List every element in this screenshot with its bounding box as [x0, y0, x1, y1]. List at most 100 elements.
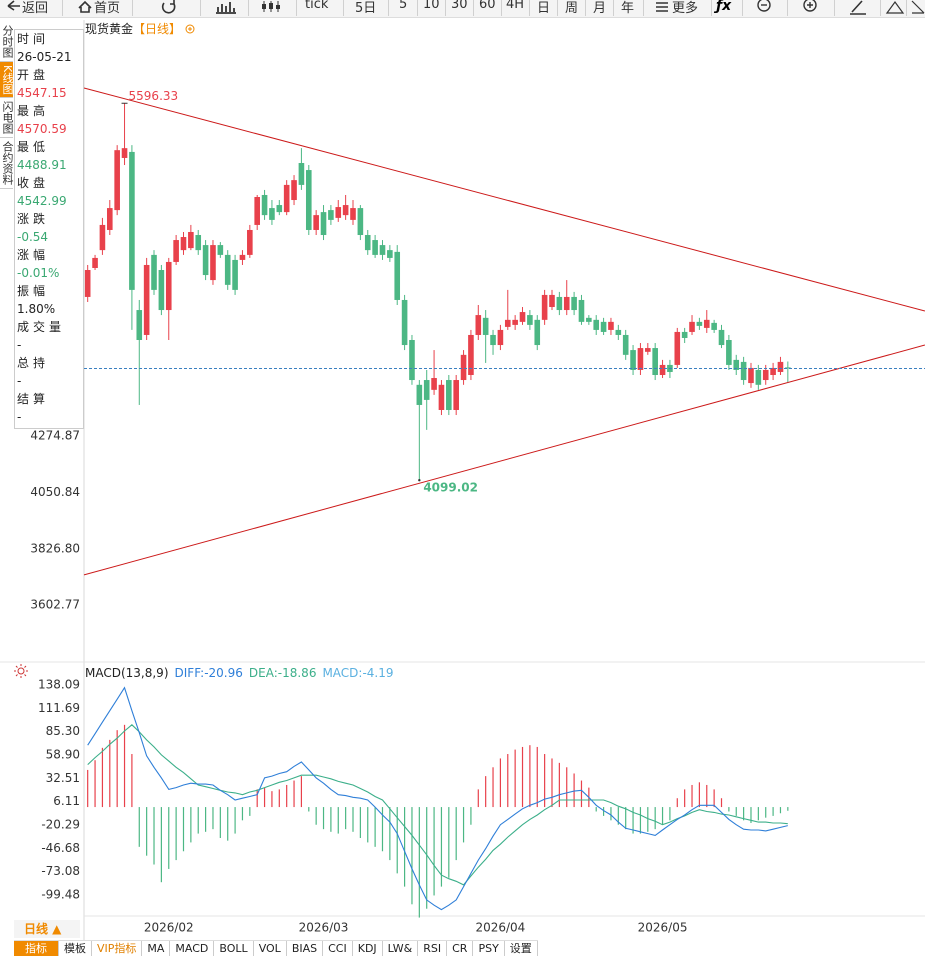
- toolbar-button[interactable]: tick: [305, 0, 329, 12]
- info-value: -0.54: [17, 230, 49, 244]
- annotation: 4099.02: [423, 481, 478, 495]
- zoom-in-icon[interactable]: [803, 0, 817, 12]
- indicator-tab[interactable]: BOLL: [214, 941, 254, 956]
- toolbar-icons: ƒx: [7, 0, 925, 15]
- candle-body: [571, 296, 577, 311]
- toolbar-button[interactable]: 5: [399, 0, 408, 12]
- candle-body: [328, 210, 334, 220]
- candle-body: [740, 361, 747, 381]
- menu-icon[interactable]: [656, 2, 668, 12]
- indicator-tab[interactable]: VIP指标: [92, 941, 143, 956]
- candle-body: [202, 245, 209, 276]
- refresh-icon[interactable]: [161, 0, 176, 14]
- side-tab[interactable]: 合约资料: [0, 138, 14, 190]
- indicator-tab[interactable]: 指标: [14, 941, 59, 956]
- candle-body: [261, 194, 268, 216]
- candle-body: [600, 321, 607, 332]
- candle-body: [224, 254, 231, 285]
- toolbar-button[interactable]: 月: [593, 1, 607, 16]
- candle-body: [298, 163, 305, 185]
- indicator-tab[interactable]: MACD: [170, 941, 215, 956]
- side-tab[interactable]: K线图: [0, 62, 14, 99]
- info-value: 4488.91: [17, 158, 67, 172]
- bar-icon[interactable]: [216, 2, 236, 14]
- indicator-tab[interactable]: 设置: [505, 941, 538, 956]
- candle-body: [460, 354, 467, 381]
- candle-body: [313, 215, 319, 230]
- candle-body: [770, 367, 776, 375]
- info-box: 时间 26-05-21 开盘 4547.15 最高 4570.59 最低 4488.91 收盘 4…: [14, 29, 84, 429]
- trendline: [83, 87, 925, 312]
- candle-body: [379, 245, 386, 255]
- candle-body: [387, 250, 393, 258]
- back-icon[interactable]: [7, 0, 20, 11]
- candle-body: [92, 257, 98, 268]
- info-label: 开盘: [17, 68, 50, 82]
- toolbar-button[interactable]: 5日: [355, 1, 377, 16]
- y-tick-label: 111.69: [38, 701, 80, 715]
- draw-icon[interactable]: [850, 0, 866, 15]
- indicator-tab[interactable]: PSY: [473, 941, 505, 956]
- toolbar-button[interactable]: 4H: [506, 0, 525, 12]
- info-label: 涨跌: [17, 212, 50, 226]
- toolbar-button[interactable]: 更多: [672, 1, 699, 16]
- indicator-tab[interactable]: KDJ: [353, 941, 383, 956]
- trendline: [83, 344, 925, 576]
- candle-body: [541, 294, 548, 320]
- toolbar-button[interactable]: 30: [451, 0, 468, 12]
- toolbar-button[interactable]: 10: [423, 0, 440, 12]
- fx-icon[interactable]: ƒx: [713, 0, 732, 14]
- side-tab[interactable]: 闪电图: [0, 98, 14, 139]
- candle-icon-body: [262, 4, 266, 9]
- candle-body: [372, 240, 378, 255]
- indicator-tab[interactable]: BIAS: [287, 941, 324, 956]
- chart-subtitle[interactable]: 【日线】: [133, 22, 182, 36]
- info-label: 最高: [17, 104, 50, 118]
- candle-body: [748, 367, 754, 384]
- add-icon[interactable]: [185, 24, 195, 34]
- indicator-tab[interactable]: VOL: [254, 941, 287, 956]
- home-icon[interactable]: [78, 0, 92, 13]
- shape-icon[interactable]: [885, 0, 905, 14]
- toolbar-button[interactable]: 年: [621, 1, 635, 16]
- candle-body: [586, 317, 592, 322]
- period-button[interactable]: 日线 ▲: [14, 920, 80, 938]
- candle-body: [269, 208, 275, 220]
- candle-body: [239, 254, 246, 260]
- zoom-out-icon[interactable]: [757, 0, 771, 12]
- candle-body: [254, 196, 260, 225]
- low-marker: [418, 479, 421, 482]
- indicator-tab[interactable]: CR: [447, 941, 474, 956]
- candle-body: [350, 208, 356, 220]
- line-icon[interactable]: [911, 0, 925, 14]
- indicator-tab[interactable]: LW&: [383, 941, 419, 956]
- candle-body: [630, 350, 636, 370]
- candle-body: [335, 207, 342, 218]
- indicator-tab[interactable]: RSI: [418, 941, 448, 956]
- toolbar-button[interactable]: 首页: [94, 1, 121, 16]
- toolbar-button[interactable]: 日: [537, 1, 551, 16]
- indicator-tab[interactable]: 模板: [59, 941, 92, 956]
- candle-body: [755, 369, 762, 385]
- annotation: 5596.33: [129, 89, 179, 103]
- candle-body: [527, 315, 533, 325]
- toolbar-button[interactable]: 返回: [22, 1, 49, 16]
- candle-body: [608, 321, 614, 330]
- legend-title: MACD(13,8,9): [85, 666, 169, 680]
- indicator-tab[interactable]: MA: [142, 941, 171, 956]
- indicator-tab[interactable]: CCI: [323, 941, 353, 956]
- candle-body: [674, 331, 681, 365]
- toolbar-button[interactable]: 周: [565, 1, 579, 16]
- candle-body: [762, 369, 769, 381]
- candle-body: [785, 367, 791, 369]
- settings-icon[interactable]: [14, 664, 28, 678]
- side-tab[interactable]: 分时图: [0, 22, 14, 62]
- toolbar-button[interactable]: 60: [479, 0, 496, 12]
- candle-body: [283, 184, 290, 213]
- candle-body: [482, 317, 489, 335]
- candle-body: [188, 231, 194, 249]
- info-value: -: [17, 374, 22, 388]
- candle-body: [711, 322, 717, 330]
